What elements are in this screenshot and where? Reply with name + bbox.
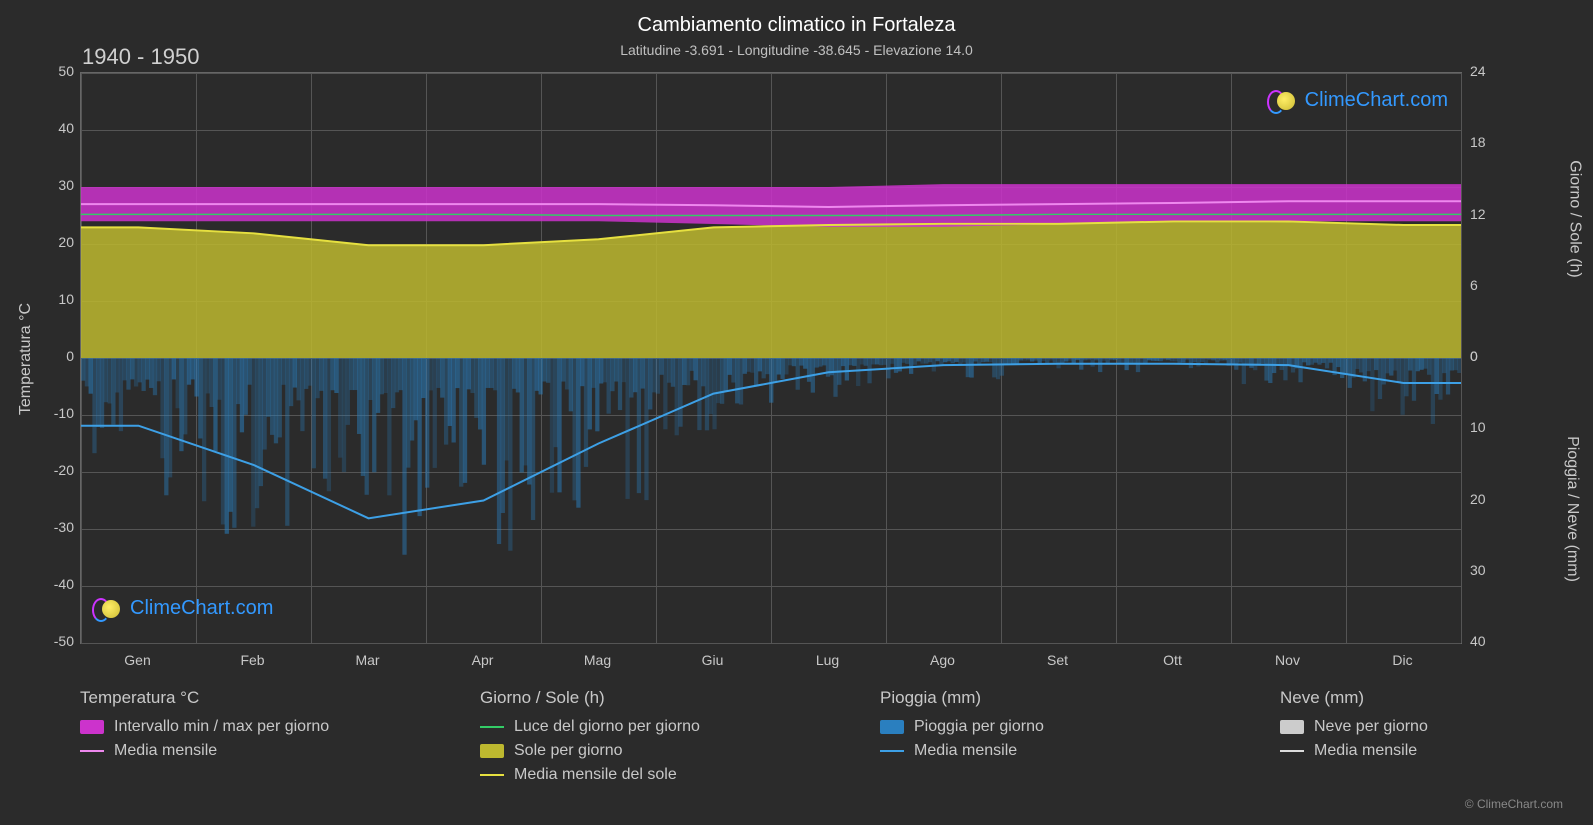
legend-item: Media mensile del sole [480, 766, 700, 784]
y-left-tick: -40 [46, 576, 74, 592]
legend-header: Temperatura °C [80, 688, 329, 708]
x-month-label: Lug [816, 652, 839, 668]
legend-label: Sole per giorno [514, 742, 623, 760]
x-month-label: Gen [124, 652, 150, 668]
y-left-tick: -20 [46, 462, 74, 478]
legend-item: Neve per giorno [1280, 718, 1428, 736]
y-right-top-tick: 6 [1470, 277, 1478, 293]
gridline-h [81, 643, 1461, 644]
legend-item: Media mensile [1280, 742, 1428, 760]
legend-swatch [1280, 720, 1304, 734]
logo-icon [92, 596, 124, 620]
y-left-tick: 50 [46, 63, 74, 79]
legend-item: Intervallo min / max per giorno [80, 718, 329, 736]
y-right-bottom-tick: 20 [1470, 491, 1486, 507]
legend-item: Luce del giorno per giorno [480, 718, 700, 736]
y-left-tick: -10 [46, 405, 74, 421]
x-month-label: Ago [930, 652, 955, 668]
chart-container: Cambiamento climatico in Fortaleza Latit… [0, 0, 1593, 825]
y-left-tick: 10 [46, 291, 74, 307]
sun-fill [81, 221, 1461, 358]
y-right-bottom-axis-title: Pioggia / Neve (mm) [1563, 436, 1581, 582]
rain-daily-bars [81, 358, 1461, 555]
legend-item: Media mensile [80, 742, 329, 760]
y-left-tick: 0 [46, 348, 74, 364]
legend-label: Pioggia per giorno [914, 718, 1044, 736]
y-left-axis-title: Temperatura °C [17, 303, 35, 415]
y-right-top-tick: 18 [1470, 134, 1486, 150]
legend-swatch [80, 720, 104, 734]
copyright: © ClimeChart.com [1465, 797, 1563, 811]
y-right-top-tick: 24 [1470, 63, 1486, 79]
legend-label: Media mensile [114, 742, 217, 760]
x-month-label: Ott [1163, 652, 1182, 668]
legend-swatch [880, 720, 904, 734]
legend-header: Neve (mm) [1280, 688, 1428, 708]
y-left-tick: 40 [46, 120, 74, 136]
y-right-top-tick: 12 [1470, 206, 1486, 222]
watermark-logo-bottom: ClimeChart.com [92, 596, 273, 620]
y-right-bottom-tick: 40 [1470, 633, 1486, 649]
legend-swatch [880, 750, 904, 752]
y-right-top-axis-title: Giorno / Sole (h) [1565, 160, 1583, 277]
watermark-text: ClimeChart.com [130, 597, 273, 620]
plot-area [80, 72, 1462, 644]
y-left-tick: -30 [46, 519, 74, 535]
legend-swatch [80, 750, 104, 752]
legend-swatch [480, 744, 504, 758]
y-right-bottom-tick: 30 [1470, 562, 1486, 578]
x-month-label: Dic [1392, 652, 1412, 668]
legend-item: Pioggia per giorno [880, 718, 1044, 736]
legend-swatch [480, 774, 504, 776]
plot-svg [81, 73, 1461, 643]
legend-item: Media mensile [880, 742, 1044, 760]
y-left-tick: 20 [46, 234, 74, 250]
watermark-text: ClimeChart.com [1305, 89, 1448, 112]
legend-column: Temperatura °C Intervallo min / max per g… [80, 688, 329, 766]
legend-header: Pioggia (mm) [880, 688, 1044, 708]
legend-label: Neve per giorno [1314, 718, 1428, 736]
logo-icon [1267, 88, 1299, 112]
x-month-label: Giu [702, 652, 724, 668]
legend-label: Media mensile del sole [514, 766, 677, 784]
legend-column: Neve (mm) Neve per giorno Media mensile [1280, 688, 1428, 766]
legend-header: Giorno / Sole (h) [480, 688, 700, 708]
legend-label: Media mensile [914, 742, 1017, 760]
y-right-bottom-tick: 0 [1470, 348, 1478, 364]
x-month-label: Set [1047, 652, 1068, 668]
legend-label: Media mensile [1314, 742, 1417, 760]
chart-subtitle: Latitudine -3.691 - Longitudine -38.645 … [0, 42, 1593, 58]
y-left-tick: -50 [46, 633, 74, 649]
legend-label: Luce del giorno per giorno [514, 718, 700, 736]
chart-title: Cambiamento climatico in Fortaleza [0, 14, 1593, 37]
x-month-label: Apr [472, 652, 494, 668]
x-month-label: Mag [584, 652, 611, 668]
legend-column: Pioggia (mm) Pioggia per giorno Media mens… [880, 688, 1044, 766]
gridline-v [1461, 73, 1462, 643]
legend-label: Intervallo min / max per giorno [114, 718, 329, 736]
period-label: 1940 - 1950 [82, 44, 199, 70]
legend-item: Sole per giorno [480, 742, 700, 760]
watermark-logo-top: ClimeChart.com [1267, 88, 1448, 112]
legend-swatch [1280, 750, 1304, 752]
x-month-label: Feb [240, 652, 264, 668]
y-left-tick: 30 [46, 177, 74, 193]
x-month-label: Mar [355, 652, 379, 668]
legend-column: Giorno / Sole (h) Luce del giorno per gio… [480, 688, 700, 790]
y-right-bottom-tick: 10 [1470, 419, 1486, 435]
legend-swatch [480, 726, 504, 728]
x-month-label: Nov [1275, 652, 1300, 668]
